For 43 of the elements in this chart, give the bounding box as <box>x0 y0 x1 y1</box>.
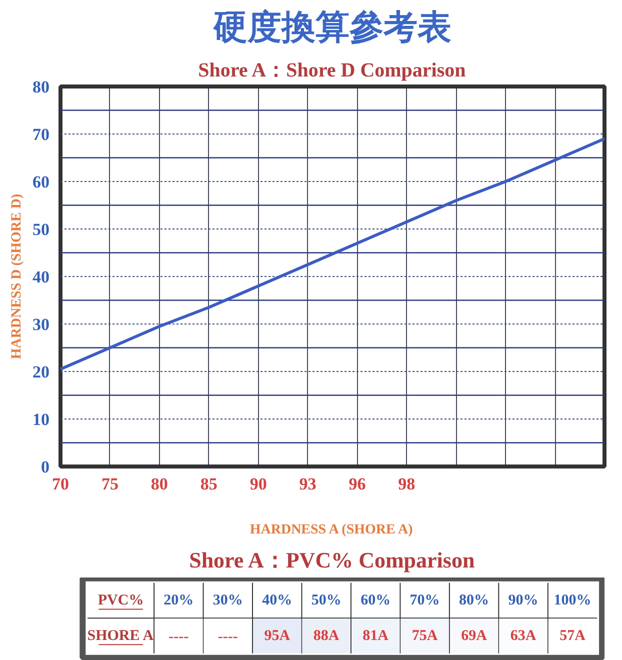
y-tick-label: 70 <box>32 125 50 144</box>
data-label: 69A <box>461 628 488 644</box>
chart-title: Shore A：PVC% Comparison <box>189 548 475 572</box>
x-tick-label: 30% <box>212 592 243 608</box>
y-tick-label: 20 <box>32 362 50 382</box>
data-label: 81A <box>362 628 389 644</box>
x-tick-label: 70% <box>410 592 440 608</box>
y-tick-label: 30 <box>32 315 50 334</box>
x-tick-label: 80 <box>150 474 168 494</box>
data-label: 88A <box>313 628 340 644</box>
x-tick-label: 50% <box>311 592 342 608</box>
line-series <box>60 137 604 371</box>
x-tick-label: 90% <box>508 592 538 608</box>
x-tick-label: 80% <box>459 592 490 608</box>
y-tick-label: 80 <box>32 78 50 96</box>
text: ---- <box>168 628 189 645</box>
data-label: 95A <box>264 628 290 644</box>
y-tick-label: 50 <box>32 220 50 239</box>
y-tick-label: 0 <box>41 458 50 476</box>
y-tick-label: 10 <box>32 410 50 429</box>
x-tick-label: 75 <box>101 474 118 494</box>
x-tick-label: 20% <box>164 592 194 608</box>
x-tick-label: 60% <box>360 592 391 608</box>
x-tick-label: 70 <box>52 474 69 494</box>
x-axis-title: HARDNESS A (SHORE A) <box>250 522 414 538</box>
chart-title: 硬度換算參考表 <box>212 8 452 48</box>
y-tick-label: SHORE A <box>87 628 154 644</box>
x-tick-label: 100% <box>554 592 592 608</box>
data-label: 57A <box>560 628 586 644</box>
data-label: 75A <box>412 628 438 644</box>
x-tick-label: 98 <box>398 474 416 494</box>
chart-subtitle: Shore A：Shore D Comparison <box>198 60 466 82</box>
y-tick-label: 60 <box>32 172 50 192</box>
y-axis-title: HARDNESS D (SHORE D) <box>10 194 24 360</box>
x-tick-label: 96 <box>348 474 366 494</box>
x-tick-label: 40% <box>262 592 292 608</box>
text: ---- <box>218 628 238 645</box>
y-tick-label: 40 <box>32 268 50 286</box>
x-tick-label: 85 <box>200 474 218 494</box>
x-tick-label: 93 <box>299 474 316 494</box>
x-axis-title: PVC% <box>98 592 144 608</box>
data-label: 63A <box>510 628 536 644</box>
x-tick-label: 90 <box>250 474 267 494</box>
